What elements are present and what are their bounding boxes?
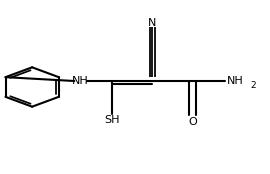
Text: NH: NH — [72, 76, 89, 86]
Text: N: N — [148, 18, 157, 28]
Text: O: O — [188, 117, 197, 127]
Text: NH: NH — [227, 76, 244, 86]
Text: SH: SH — [104, 115, 120, 125]
Text: 2: 2 — [250, 81, 256, 90]
